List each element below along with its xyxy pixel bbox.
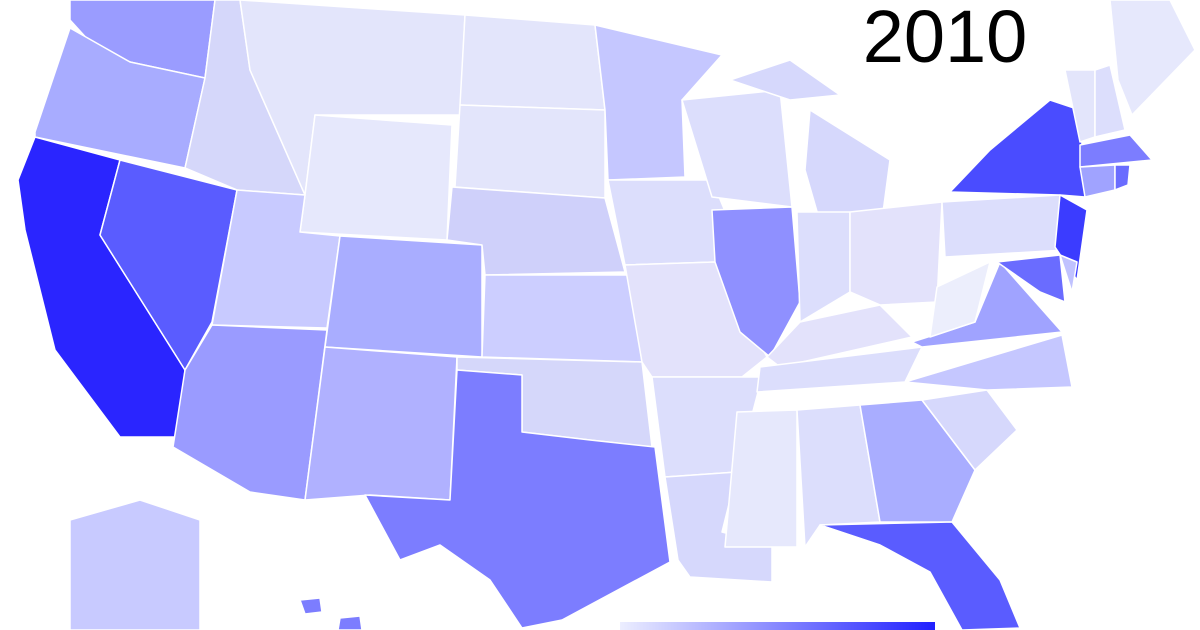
state-ma [1079, 134, 1153, 168]
state-ms [724, 409, 798, 548]
state-ny [949, 99, 1086, 198]
state-ks [481, 274, 643, 363]
state-nd [459, 14, 606, 111]
state-de [1059, 254, 1078, 293]
state-in [796, 211, 851, 323]
state-ct [1079, 164, 1116, 198]
state-nm [304, 346, 458, 501]
state-hi-2 [337, 615, 363, 630]
states [17, 0, 1196, 630]
state-tx [364, 369, 671, 629]
state-sd [454, 104, 606, 199]
state-md [996, 254, 1066, 303]
state-az [172, 324, 328, 501]
state-sc [921, 389, 1018, 471]
state-wy [299, 114, 453, 241]
state-fl [819, 521, 1021, 630]
state-ga [859, 399, 976, 523]
state-mn [594, 24, 723, 181]
legend-color-bar [620, 622, 935, 630]
state-mi [804, 109, 891, 223]
state-pa [941, 194, 1066, 258]
map-title: 2010 [863, 0, 1028, 78]
state-me [1109, 0, 1196, 116]
state-wv [929, 261, 991, 338]
state-nv [99, 159, 238, 371]
state-al [796, 404, 881, 548]
state-ak [69, 499, 201, 630]
state-co [324, 235, 483, 358]
state-nh [1094, 64, 1126, 138]
state-ri [1114, 164, 1131, 191]
state-oh [849, 201, 943, 306]
state-hi [299, 597, 323, 615]
state-mi-upper [729, 59, 841, 101]
state-nc [904, 334, 1073, 391]
